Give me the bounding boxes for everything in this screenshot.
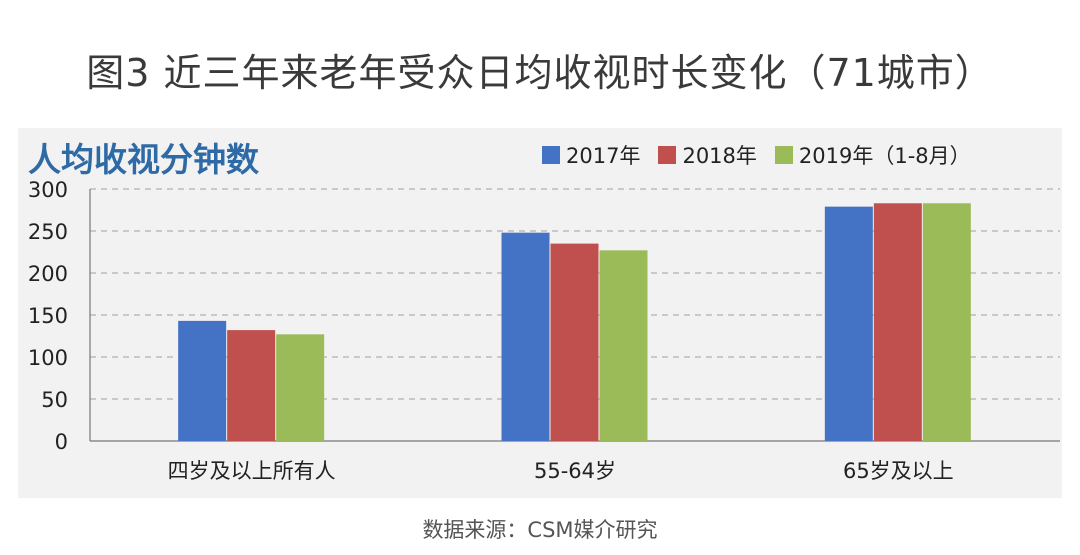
bar-2018 (873, 203, 922, 441)
legend-item-2018: 2018年 (658, 140, 757, 170)
legend: 2017年 2018年 2019年（1-8月） (542, 140, 971, 170)
y-tick-label: 50 (41, 388, 68, 412)
legend-label-2019: 2019年（1-8月） (798, 144, 971, 168)
y-tick-label: 0 (55, 430, 68, 454)
legend-item-2017: 2017年 (542, 140, 640, 170)
y-tick-label: 100 (28, 346, 68, 370)
bar-2017 (501, 232, 550, 441)
bar-2018 (550, 243, 599, 441)
x-category-label: 55-64岁 (534, 459, 616, 483)
figure-title: 图3 近三年来老年受众日均收视时长变化（71城市） (86, 51, 994, 95)
bar-2018 (227, 330, 276, 441)
legend-label-2017: 2017年 (566, 144, 641, 168)
y-tick-label: 250 (28, 220, 68, 244)
bar-2017 (824, 206, 873, 441)
legend-label-2018: 2018年 (682, 144, 757, 168)
x-category-label: 65岁及以上 (843, 459, 954, 483)
bar-2019 (922, 203, 971, 441)
legend-item-2019: 2019年（1-8月） (774, 140, 971, 170)
y-tick-label: 150 (28, 304, 68, 328)
source-note: 数据来源：CSM媒介研究 (422, 518, 658, 542)
legend-swatch-2017 (542, 146, 560, 164)
bar-2019 (276, 334, 325, 441)
x-category-label: 四岁及以上所有人 (168, 459, 336, 483)
legend-swatch-2019 (774, 146, 793, 164)
y-tick-label: 300 (28, 178, 68, 202)
y-tick-label: 200 (28, 262, 68, 286)
chart-title: 人均收视分钟数 (28, 140, 259, 179)
legend-swatch-2018 (658, 146, 677, 164)
bar-2019 (599, 250, 648, 441)
bar-2017 (178, 320, 227, 441)
